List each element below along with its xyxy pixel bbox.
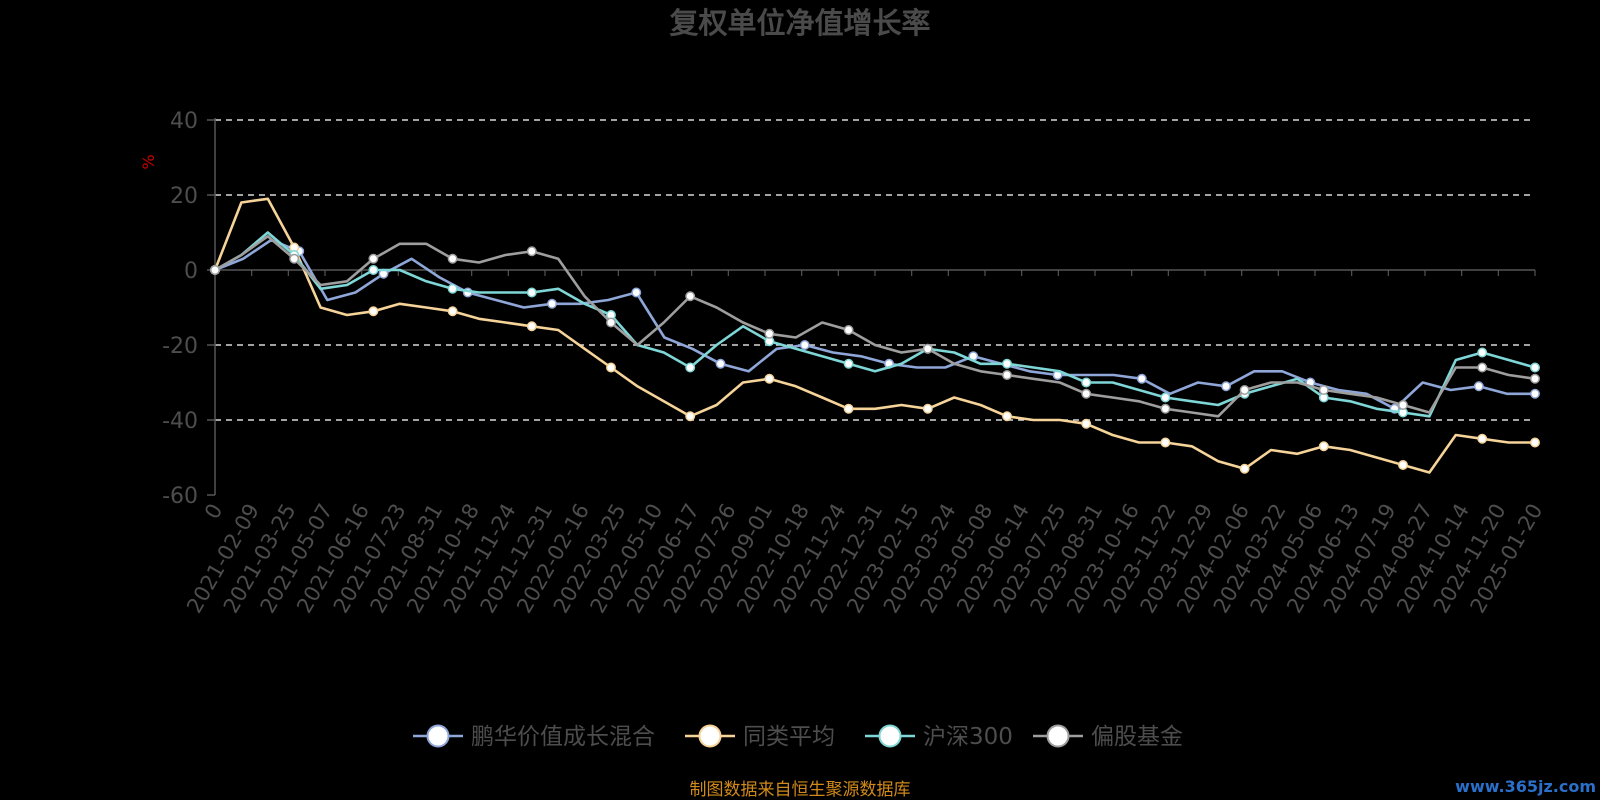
series-3-point-0 bbox=[210, 265, 220, 275]
series-3-point-12 bbox=[526, 246, 537, 257]
legend: 鹏华价值成长混合 同类平均 沪深300 偏股基金 bbox=[413, 724, 1183, 750]
y-tick-label-2: 0 bbox=[184, 259, 198, 284]
series-1-point-24 bbox=[843, 403, 854, 414]
chart-title: 复权单位净值增长率 bbox=[669, 6, 930, 40]
series-2-point-24 bbox=[843, 358, 854, 369]
series-2-point-12 bbox=[526, 287, 537, 298]
series-1-point-15 bbox=[606, 362, 616, 373]
series-1-point-48 bbox=[1477, 433, 1488, 444]
series-3-point-27 bbox=[922, 343, 933, 354]
series-0-point-21 bbox=[799, 340, 810, 350]
series-0-point-15 bbox=[631, 287, 642, 298]
series-3-point-18 bbox=[685, 291, 696, 302]
series-line-3 bbox=[213, 235, 1537, 418]
legend-item-3: 偏股基金 bbox=[1033, 724, 1183, 750]
series-2-point-33 bbox=[1081, 377, 1092, 388]
legend-item-1: 同类平均 bbox=[685, 724, 835, 750]
series-0-point-33 bbox=[1136, 373, 1147, 384]
series-2-point-18 bbox=[685, 362, 696, 373]
series-1-point-45 bbox=[1398, 460, 1408, 470]
series-3-point-33 bbox=[1081, 388, 1092, 399]
series-line-0 bbox=[213, 238, 1537, 411]
legend-item-2: 沪深300 bbox=[865, 724, 1013, 750]
series-2-point-30 bbox=[1002, 358, 1012, 369]
y-tick-labels: 40 20 0 -20 -40 -60 bbox=[162, 109, 215, 509]
series-1 bbox=[210, 197, 1540, 474]
series-1-point-9 bbox=[447, 306, 458, 317]
series-2-point-48 bbox=[1477, 347, 1488, 358]
series-1-point-30 bbox=[1002, 411, 1012, 422]
data-source-note: 制图数据来自恒生聚源数据库 bbox=[690, 780, 911, 800]
series-3-point-21 bbox=[764, 328, 775, 339]
series-0-point-12 bbox=[547, 298, 557, 309]
series-line-1 bbox=[213, 197, 1537, 474]
y-tick-label-4: -40 bbox=[162, 409, 198, 434]
y-axis-unit-label: % bbox=[139, 154, 158, 169]
series-1-point-21 bbox=[764, 373, 775, 384]
legend-swatch-marker-3 bbox=[1046, 724, 1070, 748]
legend-label-1: 同类平均 bbox=[743, 724, 835, 750]
series-3-point-15 bbox=[606, 317, 616, 328]
series-0 bbox=[210, 238, 1540, 414]
series-1-point-12 bbox=[526, 321, 537, 332]
series-3 bbox=[210, 235, 1540, 418]
legend-label-3: 偏股基金 bbox=[1091, 724, 1183, 750]
watermark-text: www.365jz.com bbox=[1455, 777, 1596, 796]
series-1-point-39 bbox=[1239, 463, 1250, 474]
legend-label-2: 沪深300 bbox=[923, 724, 1013, 750]
series-1-point-18 bbox=[685, 411, 696, 422]
series-3-point-24 bbox=[843, 325, 854, 335]
series-0-point-45 bbox=[1473, 381, 1484, 392]
series-3-point-39 bbox=[1239, 385, 1250, 395]
series-1-point-33 bbox=[1081, 418, 1092, 429]
series-2-point-6 bbox=[368, 265, 379, 275]
series-3-point-6 bbox=[368, 253, 379, 264]
series-2-point-9 bbox=[447, 283, 458, 294]
series-3-point-9 bbox=[447, 253, 458, 264]
series-1-point-36 bbox=[1160, 437, 1171, 448]
series-1-point-27 bbox=[922, 403, 933, 414]
legend-swatch-marker-1 bbox=[698, 724, 722, 748]
legend-swatch-marker-0 bbox=[426, 724, 450, 748]
series-3-point-42 bbox=[1318, 385, 1329, 395]
series-3-point-36 bbox=[1160, 403, 1171, 414]
series-3-point-48 bbox=[1477, 362, 1488, 373]
x-tick-label-0: 0 bbox=[200, 500, 227, 524]
y-tick-label-5: -60 bbox=[162, 484, 198, 509]
series-0-point-18 bbox=[715, 358, 726, 369]
series-3-point-30 bbox=[1002, 370, 1012, 380]
series-3-point-50 bbox=[1530, 373, 1540, 384]
series-lines bbox=[210, 197, 1540, 474]
series-3-point-3 bbox=[289, 253, 300, 264]
x-tick-labels: 02021-02-092021-03-252021-05-072021-06-1… bbox=[182, 270, 1547, 617]
series-0-point-36 bbox=[1221, 381, 1232, 392]
legend-item-0: 鹏华价值成长混合 bbox=[413, 724, 655, 750]
series-1-point-50 bbox=[1530, 437, 1540, 448]
legend-label-0: 鹏华价值成长混合 bbox=[471, 724, 655, 750]
series-3-point-45 bbox=[1398, 400, 1408, 410]
series-line-2 bbox=[213, 231, 1537, 418]
legend-swatch-marker-2 bbox=[878, 724, 902, 748]
series-1-point-42 bbox=[1318, 441, 1329, 452]
series-0-point-47 bbox=[1530, 388, 1540, 399]
series-1-point-6 bbox=[368, 306, 379, 317]
y-tick-label-3: -20 bbox=[162, 334, 198, 359]
y-tick-label-0: 40 bbox=[170, 109, 198, 134]
series-2-point-36 bbox=[1160, 392, 1171, 403]
series-2-point-50 bbox=[1530, 362, 1540, 373]
y-tick-label-1: 20 bbox=[170, 184, 198, 209]
